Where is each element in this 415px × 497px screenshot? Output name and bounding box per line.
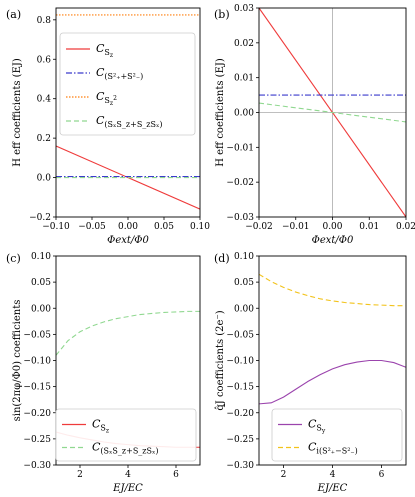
- y-tick-label: 0.05: [31, 278, 51, 288]
- y-tick-label: −0.25: [226, 435, 254, 445]
- y-tick-label: 0.4: [37, 95, 52, 105]
- x-tick-label: −0.01: [282, 222, 310, 232]
- series-line: [259, 359, 406, 405]
- y-tick-label: 0.05: [234, 278, 254, 288]
- x-tick-label: 0.01: [359, 222, 379, 232]
- x-tick-label: 0.00: [118, 222, 138, 232]
- legend-box: [59, 32, 196, 136]
- x-tick-label: 0.00: [322, 222, 342, 232]
- legend-box: [55, 408, 197, 462]
- y-tick-label: 0.6: [37, 55, 52, 65]
- x-tick-label: −0.10: [42, 222, 70, 232]
- x-tick-label: 4: [125, 470, 131, 480]
- x-tick-label: 2: [281, 470, 287, 480]
- y-axis-label: H eff coefficients (EJ): [12, 58, 23, 167]
- panel-label-b: (b): [214, 8, 230, 21]
- y-tick-label: −0.30: [23, 461, 51, 471]
- y-tick-label: 0.02: [234, 39, 254, 49]
- x-axis-label: Φext/Φ0: [312, 235, 354, 246]
- x-axis-label: EJ/EC: [112, 483, 143, 494]
- series-line: [259, 273, 406, 307]
- legend-label: CSz: [96, 42, 113, 59]
- x-tick-label: 0.10: [190, 222, 210, 232]
- panel-label-c: (c): [6, 252, 21, 265]
- panel-label-d: (d): [214, 252, 230, 265]
- legend: CSz C(SₓS_z+S_zSₓ): [55, 408, 197, 462]
- y-tick-label: −0.02: [226, 178, 254, 188]
- x-tick-label: −0.05: [78, 222, 106, 232]
- legend-label: CSz: [92, 418, 109, 435]
- x-tick-label: 6: [173, 470, 179, 480]
- y-tick-label: −0.20: [23, 409, 51, 419]
- panel-label-a: (a): [6, 8, 21, 21]
- legend-box: [271, 408, 403, 462]
- legend-label: CSy: [308, 418, 326, 435]
- y-tick-label: 0.10: [234, 252, 254, 262]
- y-tick-label: −0.15: [23, 383, 51, 393]
- panel-d: 2 4 6 −0.30 −0.25 −0.20 −0.15 −0.10 −0.05 0.00 0.0…: [215, 252, 407, 494]
- y-axis-label: H eff coefficients (EJ): [215, 58, 226, 167]
- panel-a: −0.10 −0.05 0.00 0.05 0.10 −0.2 0.0 0.2 0.4 0.6 0.…: [12, 7, 210, 246]
- x-axis-label: EJ/EC: [317, 483, 348, 494]
- y-tick-label: 0.01: [234, 74, 254, 84]
- x-tick-label: 0.05: [154, 222, 174, 232]
- legend-label: Ci(S²₊−S²₋): [308, 441, 358, 456]
- y-tick-label: −0.15: [226, 383, 254, 393]
- legend-label: C(S²₊+S²₋): [96, 66, 143, 81]
- y-tick-label: −0.01: [226, 143, 254, 153]
- x-tick-label: −0.02: [245, 222, 273, 232]
- x-tick-label: 6: [379, 470, 385, 480]
- legend-label: CSz2: [96, 90, 117, 107]
- y-tick-label: 0.00: [234, 304, 254, 314]
- legend-label: C(SₓS_z+S_zSₓ): [92, 441, 159, 456]
- y-axis-label: sin(2πφ/Φ0) coefficients: [12, 300, 23, 422]
- y-tick-label: −0.05: [226, 330, 254, 340]
- y-tick-label: −0.30: [226, 461, 254, 471]
- x-axis-label: Φext/Φ0: [107, 235, 149, 246]
- y-tick-label: 0.03: [234, 4, 254, 14]
- series-line: [56, 310, 200, 356]
- panel-b: −0.02 −0.01 0.00 0.01 0.02−0.03−0.02−0.010.0…: [215, 4, 415, 246]
- y-tick-label: −0.05: [23, 330, 51, 340]
- series-line: [259, 102, 406, 123]
- legend: CSz C(S²₊+S²₋) CSz2 C(SₓS_z+S_zSₓ): [59, 32, 196, 136]
- y-tick-label: −0.25: [23, 435, 51, 445]
- y-axis-label: q̂J coefficients (2e⁻): [215, 310, 226, 410]
- y-tick-label: 0.00: [234, 109, 254, 119]
- y-tick-label: 0.00: [31, 304, 51, 314]
- y-tick-label: −0.10: [226, 357, 254, 367]
- legend: CSy Ci(S²₊−S²₋): [271, 408, 403, 462]
- x-tick-label: 2: [77, 470, 83, 480]
- x-tick-label: 4: [330, 470, 336, 480]
- x-tick-label: 0.02: [396, 222, 415, 232]
- legend-label: C(SₓS_z+S_zSₓ): [96, 114, 163, 129]
- y-tick-label: −0.03: [226, 213, 254, 223]
- y-tick-label: 0.10: [31, 252, 51, 262]
- y-tick-label: 0.8: [37, 16, 52, 26]
- y-tick-label: −0.20: [226, 409, 254, 419]
- panel-c: 2 4 6 −0.30 −0.25 −0.20 −0.15 −0.10 −0.05 0.00 0.0…: [12, 252, 201, 494]
- y-tick-label: 0.2: [37, 134, 51, 144]
- y-tick-label: −0.10: [23, 357, 51, 367]
- y-tick-label: 0.0: [37, 174, 52, 184]
- y-tick-label: −0.2: [29, 213, 51, 223]
